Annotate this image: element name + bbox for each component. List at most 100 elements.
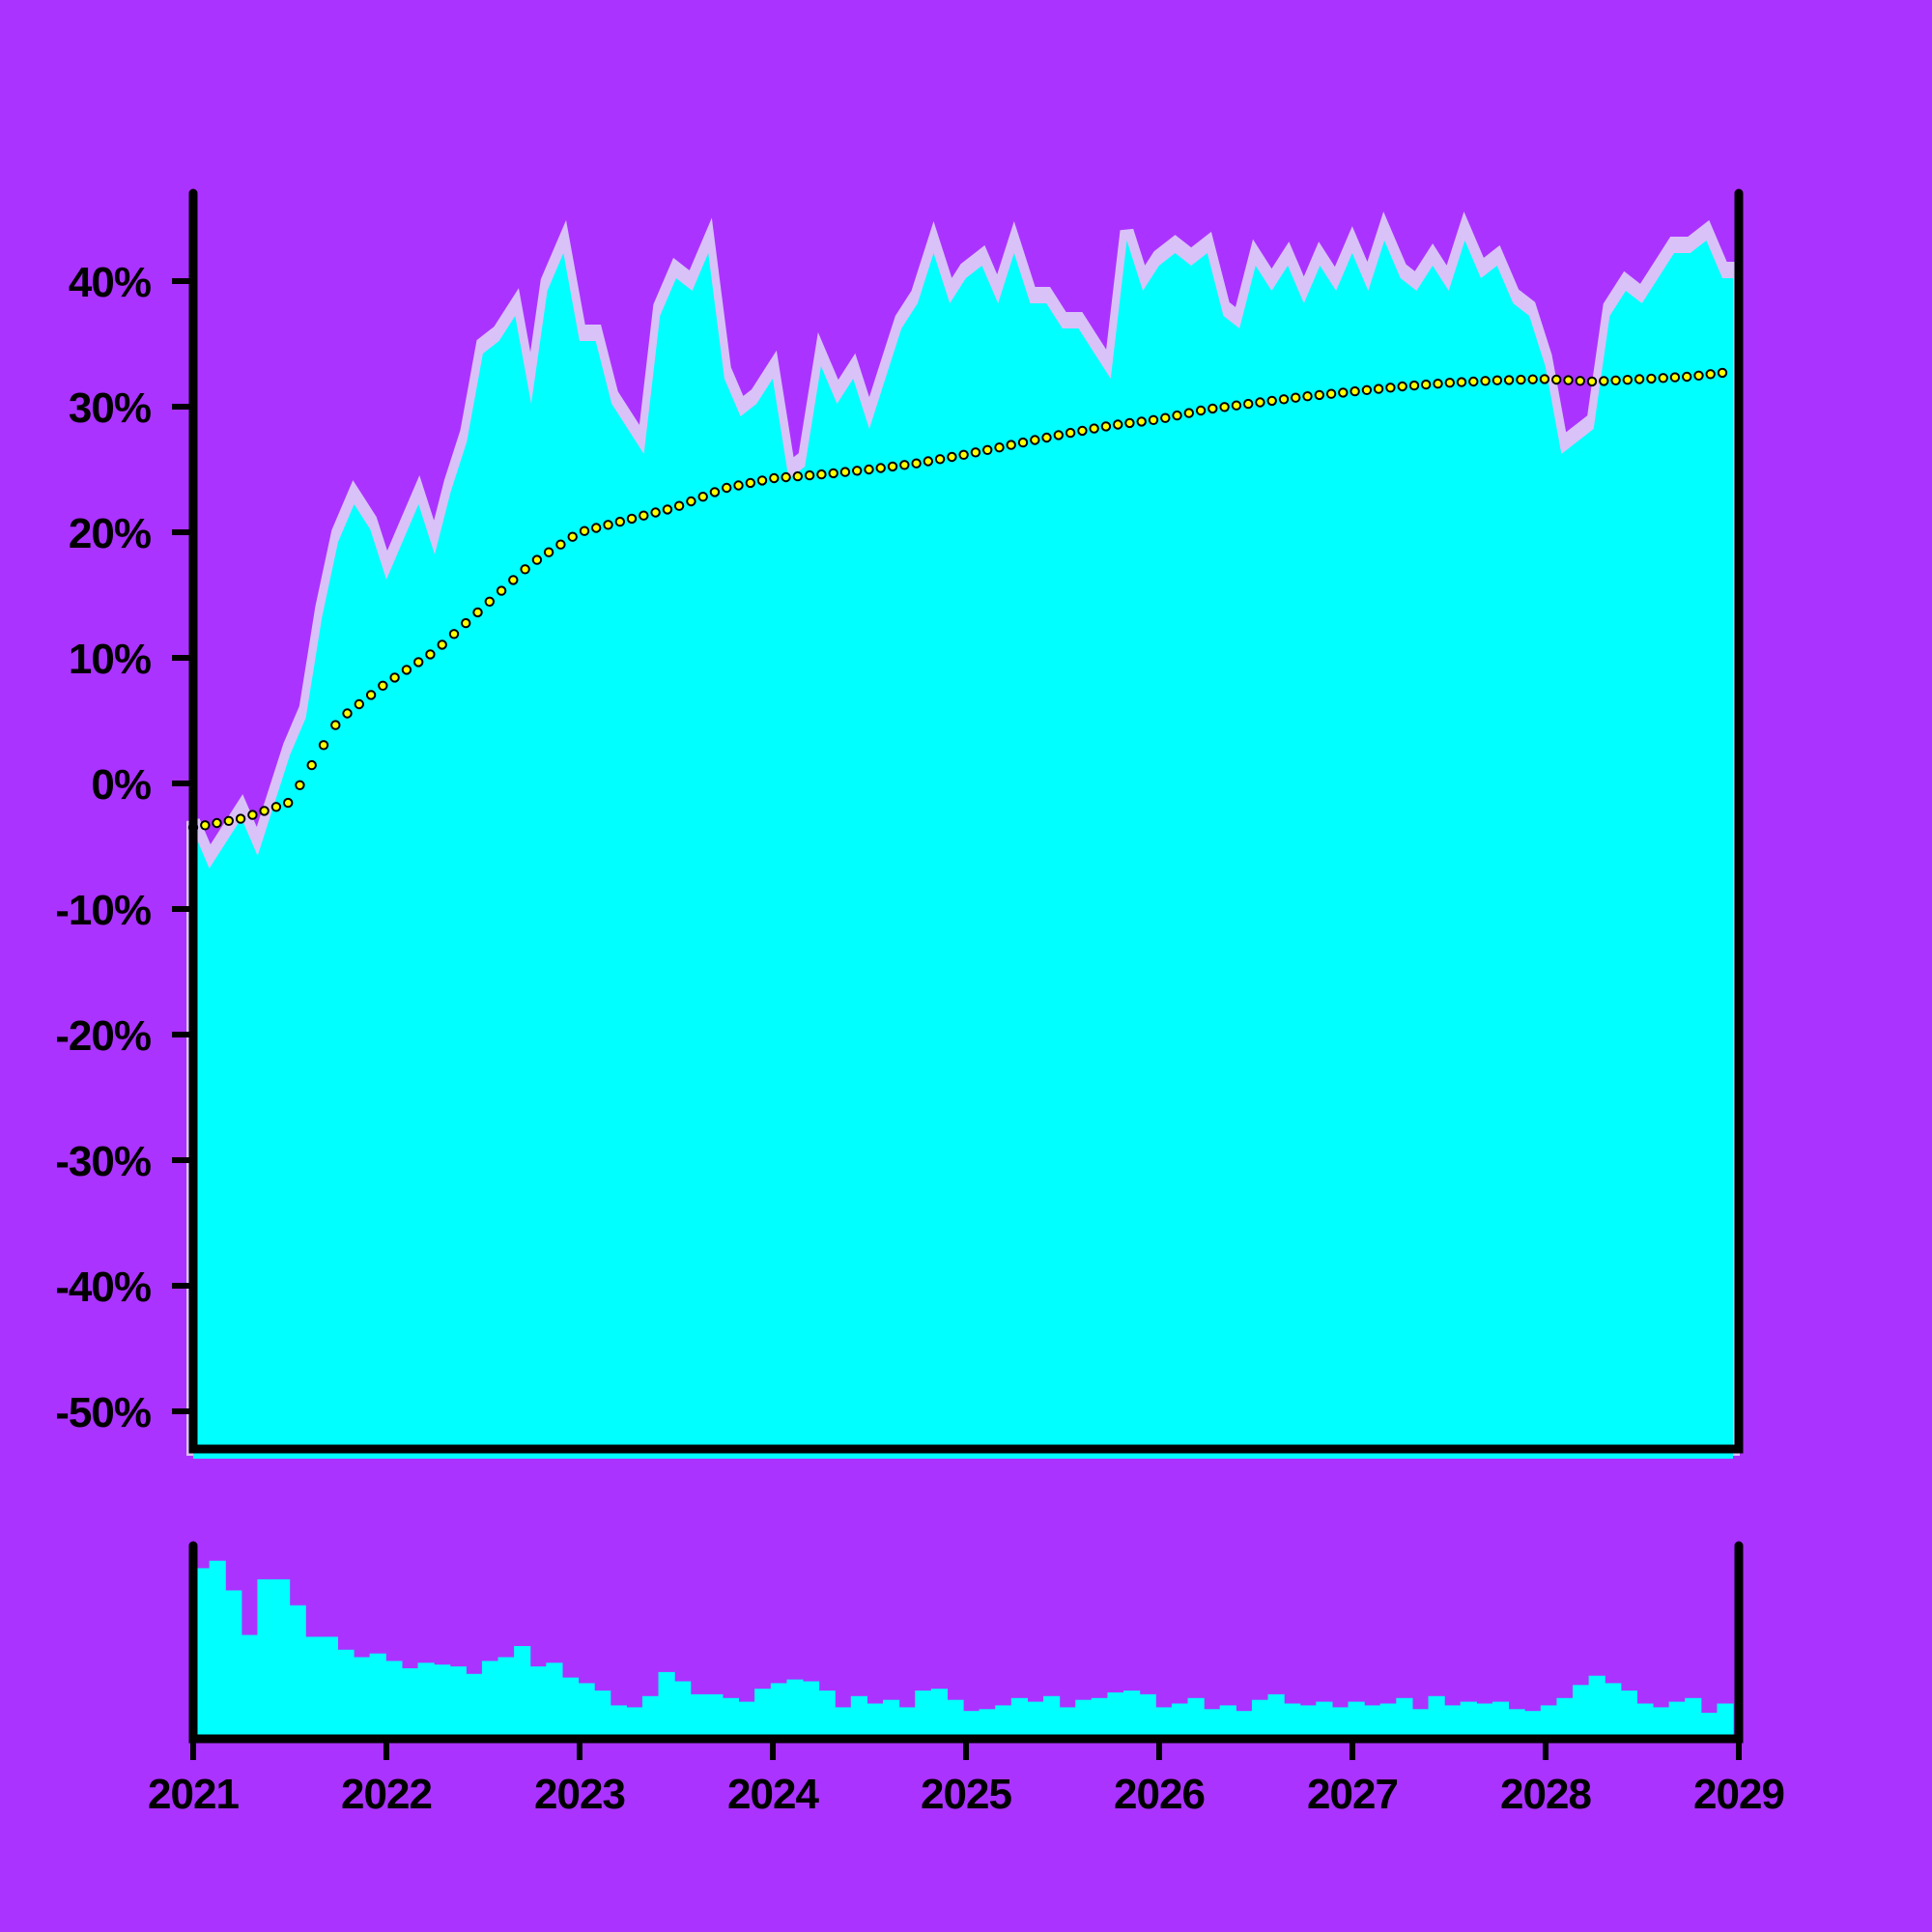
trend-point — [1172, 410, 1182, 421]
trend-point — [1053, 430, 1065, 440]
trend-point — [283, 797, 294, 809]
trend-point — [982, 444, 993, 455]
volume-bar — [690, 1693, 707, 1739]
volume-bar — [850, 1695, 867, 1739]
trend-point — [1693, 370, 1704, 381]
volume-bar — [417, 1662, 435, 1739]
trend-point — [318, 740, 329, 751]
trend-point — [1314, 389, 1325, 401]
trend-point — [1563, 375, 1574, 385]
trend-point — [1361, 384, 1373, 395]
main-panel: 40% 30% 20% 10% 0% -10% -20% -30% -40% -50% — [55, 212, 1740, 1459]
trend-point — [1243, 398, 1254, 410]
volume-bar — [385, 1661, 403, 1739]
trend-point — [1658, 373, 1668, 384]
trend-point — [1599, 376, 1609, 386]
volume-bar — [1668, 1701, 1686, 1739]
trend-point — [1302, 391, 1313, 402]
volume-bar — [1476, 1703, 1493, 1739]
trend-point — [413, 657, 424, 668]
volume-bar — [1620, 1690, 1637, 1739]
volume-bar — [257, 1578, 274, 1739]
trend-point — [306, 759, 317, 771]
x-tick-label: 2025 — [921, 1771, 1011, 1818]
trend-point — [1136, 416, 1147, 427]
trend-point — [828, 468, 838, 479]
volume-bar — [835, 1707, 852, 1739]
trend-point — [1433, 379, 1443, 389]
volume-bar — [1010, 1697, 1028, 1739]
trend-point — [1385, 383, 1396, 393]
volume-bar — [1348, 1701, 1365, 1739]
volume-bar — [1636, 1703, 1654, 1739]
volume-bar — [963, 1711, 980, 1739]
volume-bar — [1508, 1709, 1525, 1739]
volume-bar — [546, 1662, 563, 1739]
trend-point — [365, 690, 377, 700]
volume-bar — [1316, 1701, 1333, 1739]
volume-bar — [738, 1701, 755, 1739]
y-tick-label: 30% — [69, 384, 151, 432]
trend-point — [270, 802, 282, 812]
trend-point — [804, 469, 815, 481]
trend-point — [342, 708, 353, 719]
volume-bar — [1379, 1703, 1397, 1739]
volume-bar — [641, 1695, 660, 1739]
volume-bar — [1524, 1711, 1542, 1739]
y-tick-label: -10% — [55, 887, 151, 934]
volume-bar — [401, 1668, 419, 1739]
volume-bar — [1236, 1711, 1253, 1739]
trend-point — [295, 780, 305, 790]
trend-point — [1350, 385, 1360, 397]
trend-point — [330, 720, 341, 730]
volume-bar — [209, 1560, 226, 1739]
volume-bar — [1027, 1701, 1044, 1739]
trend-point — [934, 454, 946, 465]
volume-bar — [1299, 1705, 1317, 1739]
trend-point — [864, 464, 874, 475]
bottom-panel-frame — [188, 1541, 1744, 1744]
volume-bar — [979, 1709, 996, 1739]
volume-bar — [1043, 1695, 1061, 1739]
trend-point — [1255, 397, 1265, 408]
trend-line — [187, 367, 1728, 833]
y-tick-label: 20% — [69, 510, 151, 557]
trend-point — [1017, 437, 1029, 448]
trend-point — [259, 806, 270, 816]
volume-bar — [1396, 1697, 1413, 1739]
bottom-bars — [193, 1560, 1734, 1739]
volume-bar — [529, 1666, 547, 1739]
volume-bar — [497, 1657, 515, 1739]
volume-bar — [241, 1634, 258, 1739]
volume-bar — [1155, 1707, 1173, 1739]
volume-bar — [706, 1693, 724, 1739]
y-tick-label: -30% — [55, 1138, 151, 1185]
volume-bar — [930, 1689, 948, 1739]
volume-bar — [561, 1677, 580, 1739]
volume-bar — [1284, 1703, 1301, 1739]
volume-bar — [626, 1707, 643, 1739]
volume-bar — [337, 1649, 355, 1739]
trend-point — [970, 447, 981, 458]
trend-point — [1586, 376, 1598, 387]
volume-bar — [1700, 1713, 1718, 1739]
trend-point — [1231, 400, 1242, 411]
trend-point — [1480, 376, 1491, 386]
trend-point — [899, 460, 910, 470]
y-tick-label: 10% — [69, 636, 151, 683]
volume-bar — [354, 1657, 371, 1739]
trend-point — [911, 458, 922, 469]
volume-bar — [658, 1671, 675, 1739]
trend-point — [1195, 405, 1207, 416]
trend-point — [1622, 375, 1634, 385]
x-tick-label: 2029 — [1693, 1771, 1784, 1818]
volume-bar — [674, 1681, 692, 1739]
volume-bar — [786, 1679, 804, 1739]
trend-point — [223, 815, 235, 826]
trend-point — [1705, 369, 1716, 380]
trend-point — [852, 466, 863, 476]
trend-point — [1183, 408, 1195, 418]
trend-point — [448, 629, 460, 639]
volume-bar — [1605, 1683, 1622, 1739]
